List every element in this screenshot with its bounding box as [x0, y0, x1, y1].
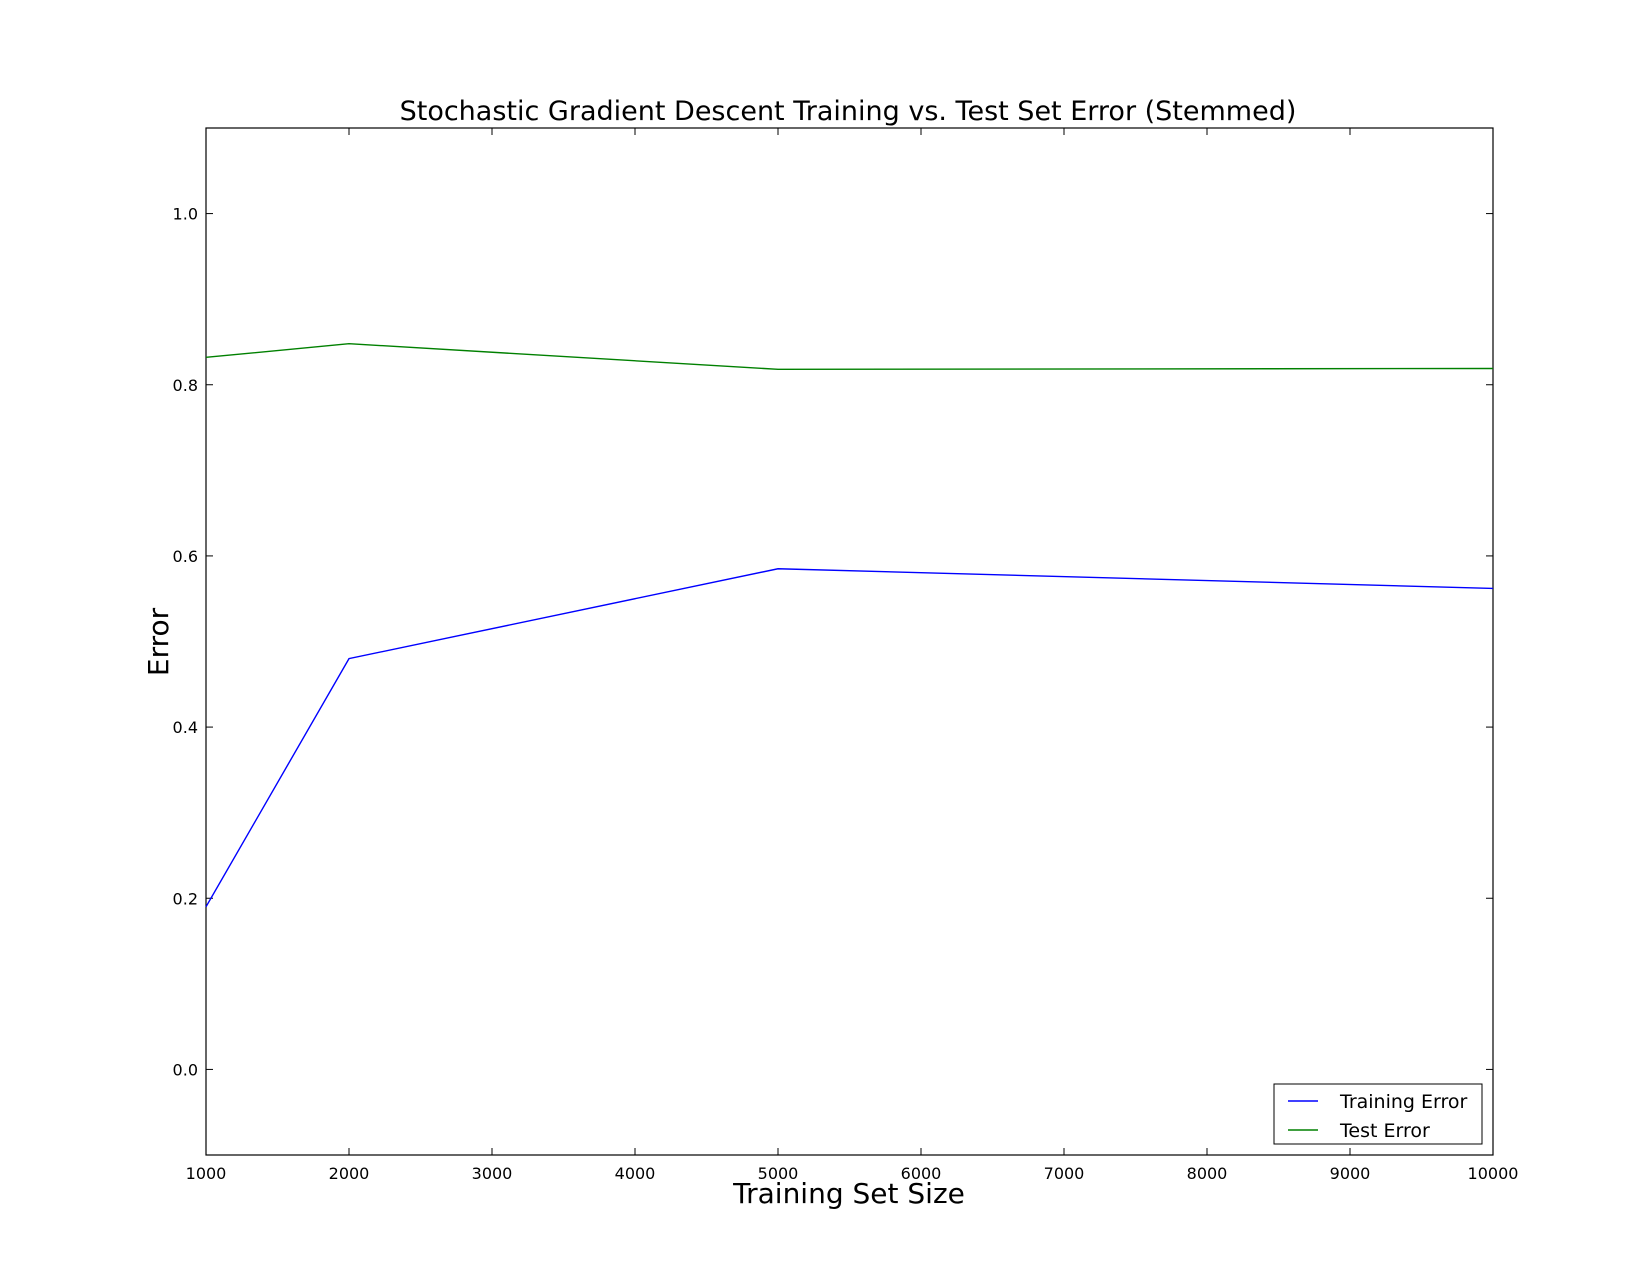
x-tick-label: 1000 — [186, 1164, 227, 1183]
y-tick-label: 0.8 — [173, 376, 198, 395]
x-tick-label: 10000 — [1468, 1164, 1519, 1183]
x-tick-label: 6000 — [901, 1164, 942, 1183]
chart-title: Stochastic Gradient Descent Training vs.… — [400, 96, 1297, 127]
plot-frame — [205, 127, 1494, 1156]
y-tick-label: 0.4 — [173, 718, 198, 737]
plot-area — [205, 127, 1494, 1156]
axis-ticks: 1000 2000 3000 4000 5000 6000 7000 8000 9000 1000… — [173, 128, 1519, 1183]
x-tick-label: 5000 — [758, 1164, 799, 1183]
x-axis-label: Training Set Size — [732, 1177, 965, 1210]
x-tick-label: 2000 — [329, 1164, 370, 1183]
legend-label-training-error: Training Error — [1339, 1091, 1468, 1113]
legend: Training Error Test Error — [1273, 1083, 1483, 1145]
x-tick-label: 7000 — [1044, 1164, 1085, 1183]
legend-box — [1273, 1083, 1483, 1145]
y-tick-label: 1.0 — [173, 205, 198, 224]
x-tick-label: 3000 — [472, 1164, 513, 1183]
legend-label-test-error: Test Error — [1339, 1120, 1430, 1142]
y-tick-label: 0.2 — [173, 889, 198, 908]
x-tick-label: 4000 — [615, 1164, 656, 1183]
series-lines — [205, 342, 1494, 908]
y-axis-label: Error — [142, 607, 175, 676]
y-tick-label: 0.0 — [173, 1060, 198, 1079]
y-tick-label: 0.6 — [173, 547, 198, 566]
series-line-training-error — [205, 568, 1494, 908]
x-tick-label: 9000 — [1330, 1164, 1371, 1183]
x-tick-label: 8000 — [1187, 1164, 1228, 1183]
series-line-test-error — [205, 342, 1494, 371]
